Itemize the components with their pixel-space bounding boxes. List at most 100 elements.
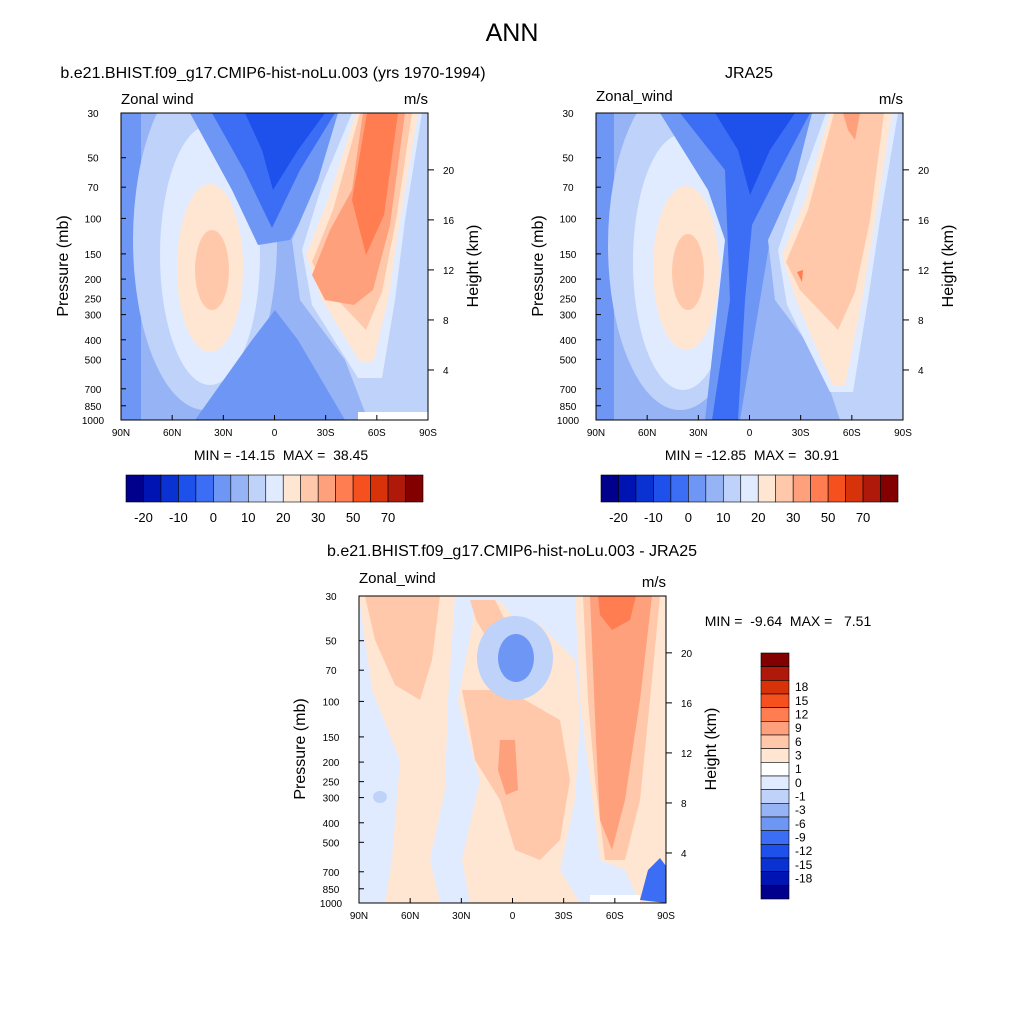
- y2-axis-label: Height (km): [703, 708, 720, 791]
- colorbar-box: [760, 666, 790, 681]
- colorbar-label: -20: [134, 510, 153, 525]
- colorbar-box: [352, 474, 371, 503]
- y2-tick-label: 16: [681, 699, 693, 710]
- y-tick-label: 1000: [82, 416, 105, 427]
- colorbar-label: -20: [609, 510, 628, 525]
- colorbar-box: [760, 721, 790, 736]
- y2-tick-label: 4: [681, 849, 687, 860]
- y-tick-label: 700: [85, 385, 102, 396]
- x-tick-label: 30N: [214, 428, 232, 439]
- colorbar-label: 12: [795, 708, 809, 722]
- colorbar-box: [760, 871, 790, 886]
- colorbar-box: [760, 857, 790, 872]
- contour-band: [498, 634, 534, 682]
- x-tick-label: 30S: [792, 428, 810, 439]
- y-axis-label: Pressure (mb): [530, 215, 547, 316]
- colorbar-label: 1: [795, 762, 802, 776]
- y-tick-label: 300: [323, 794, 340, 805]
- y-tick-label: 1000: [320, 899, 343, 910]
- y-tick-label: 250: [85, 295, 102, 306]
- x-tick-label: 30S: [317, 428, 335, 439]
- x-tick-label: 30S: [555, 911, 573, 922]
- colorbar: -20 -10 0 10 20 30 50 70: [125, 474, 424, 525]
- colorbar-box: [845, 474, 864, 503]
- colorbar-box: [760, 885, 790, 900]
- x-tick-label: 60N: [401, 911, 419, 922]
- contour-band: [680, 113, 810, 420]
- x-tick-label: 90S: [657, 911, 675, 922]
- y-tick-label: 850: [323, 885, 340, 896]
- y-tick-label: 30: [562, 109, 574, 120]
- colorbar-box: [618, 474, 637, 503]
- units-label: m/s: [404, 91, 428, 108]
- y-tick-label: 100: [323, 697, 340, 708]
- y2-tick-label: 8: [681, 799, 687, 810]
- y-axis-label: Pressure (mb): [292, 698, 309, 799]
- colorbar-box: [178, 474, 197, 503]
- y2-tick-label: 8: [918, 316, 924, 327]
- colorbar-box: [688, 474, 707, 503]
- contour-field: [359, 596, 666, 903]
- panel-title: b.e21.BHIST.f09_g17.CMIP6-hist-noLu.003 …: [327, 543, 697, 560]
- colorbar-box: [195, 474, 214, 503]
- variable-label: Zonal wind: [121, 91, 194, 108]
- colorbar-label: 20: [276, 510, 290, 525]
- y2-tick-label: 20: [681, 649, 693, 660]
- colorbar-box: [760, 762, 790, 777]
- y-axis-ticks: 30 50 70 100 150 200 250 300 400 500 700 850 1000: [82, 109, 126, 427]
- colorbar-label: 50: [821, 510, 835, 525]
- colorbar-box: [760, 693, 790, 708]
- colorbar-box: [760, 680, 790, 695]
- colorbar-box: [370, 474, 389, 503]
- colorbar-box: [282, 474, 302, 503]
- colorbar-box: [760, 789, 790, 804]
- colorbar-label: 0: [685, 510, 692, 525]
- x-tick-label: 0: [747, 428, 753, 439]
- colorbar-label: 10: [716, 510, 730, 525]
- contour-band: [498, 740, 518, 795]
- colorbar-box: [775, 474, 794, 503]
- panel-title: b.e21.BHIST.f09_g17.CMIP6-hist-noLu.003 …: [60, 65, 485, 82]
- panel-title: JRA25: [725, 65, 773, 82]
- y-tick-label: 150: [323, 733, 340, 744]
- contour-band: [195, 230, 229, 310]
- panel-reanalysis: JRA25 Zonal_wind m/s Pressure (mb) Heigh…: [530, 65, 957, 525]
- colorbar-label: 18: [795, 680, 809, 694]
- colorbar-box: [880, 474, 899, 503]
- y-tick-label: 30: [87, 109, 99, 120]
- contour-band: [786, 113, 884, 330]
- min-max-stats: MIN = -9.64 MAX = 7.51: [705, 613, 872, 629]
- y-tick-label: 50: [325, 637, 337, 648]
- colorbar-label: 50: [346, 510, 360, 525]
- x-axis-ticks: 90N 60N 30N 0 30S 60S 90S: [587, 415, 912, 439]
- colorbar-box: [760, 803, 790, 818]
- variable-label: Zonal_wind: [359, 570, 436, 587]
- contour-band: [373, 791, 387, 803]
- y-tick-label: 70: [562, 183, 574, 194]
- y-tick-label: 700: [560, 385, 577, 396]
- x-axis-ticks: 90N 60N 30N 0 30S 60S 90S: [350, 898, 675, 922]
- panel-model: b.e21.BHIST.f09_g17.CMIP6-hist-noLu.003 …: [55, 65, 486, 525]
- contour-field: [596, 113, 903, 420]
- y2-axis-label: Height (km): [940, 225, 957, 308]
- contour-field: [121, 113, 428, 420]
- colorbar-label: 3: [795, 749, 802, 763]
- y-tick-label: 850: [560, 402, 577, 413]
- x-tick-label: 60S: [606, 911, 624, 922]
- y-tick-label: 300: [85, 311, 102, 322]
- y-tick-label: 200: [85, 275, 102, 286]
- x-tick-label: 60N: [638, 428, 656, 439]
- colorbar-label: -10: [644, 510, 663, 525]
- y2-tick-label: 16: [443, 216, 455, 227]
- x-tick-label: 90S: [419, 428, 437, 439]
- colorbar-label: 30: [311, 510, 325, 525]
- x-tick-label: 0: [272, 428, 278, 439]
- y-tick-label: 250: [323, 778, 340, 789]
- colorbar-box: [317, 474, 336, 503]
- colorbar-box: [862, 474, 881, 503]
- y-tick-label: 150: [560, 250, 577, 261]
- colorbar-box: [827, 474, 846, 503]
- x-tick-label: 0: [510, 911, 516, 922]
- y2-axis-ticks: 4 8 12 16 20: [428, 166, 455, 377]
